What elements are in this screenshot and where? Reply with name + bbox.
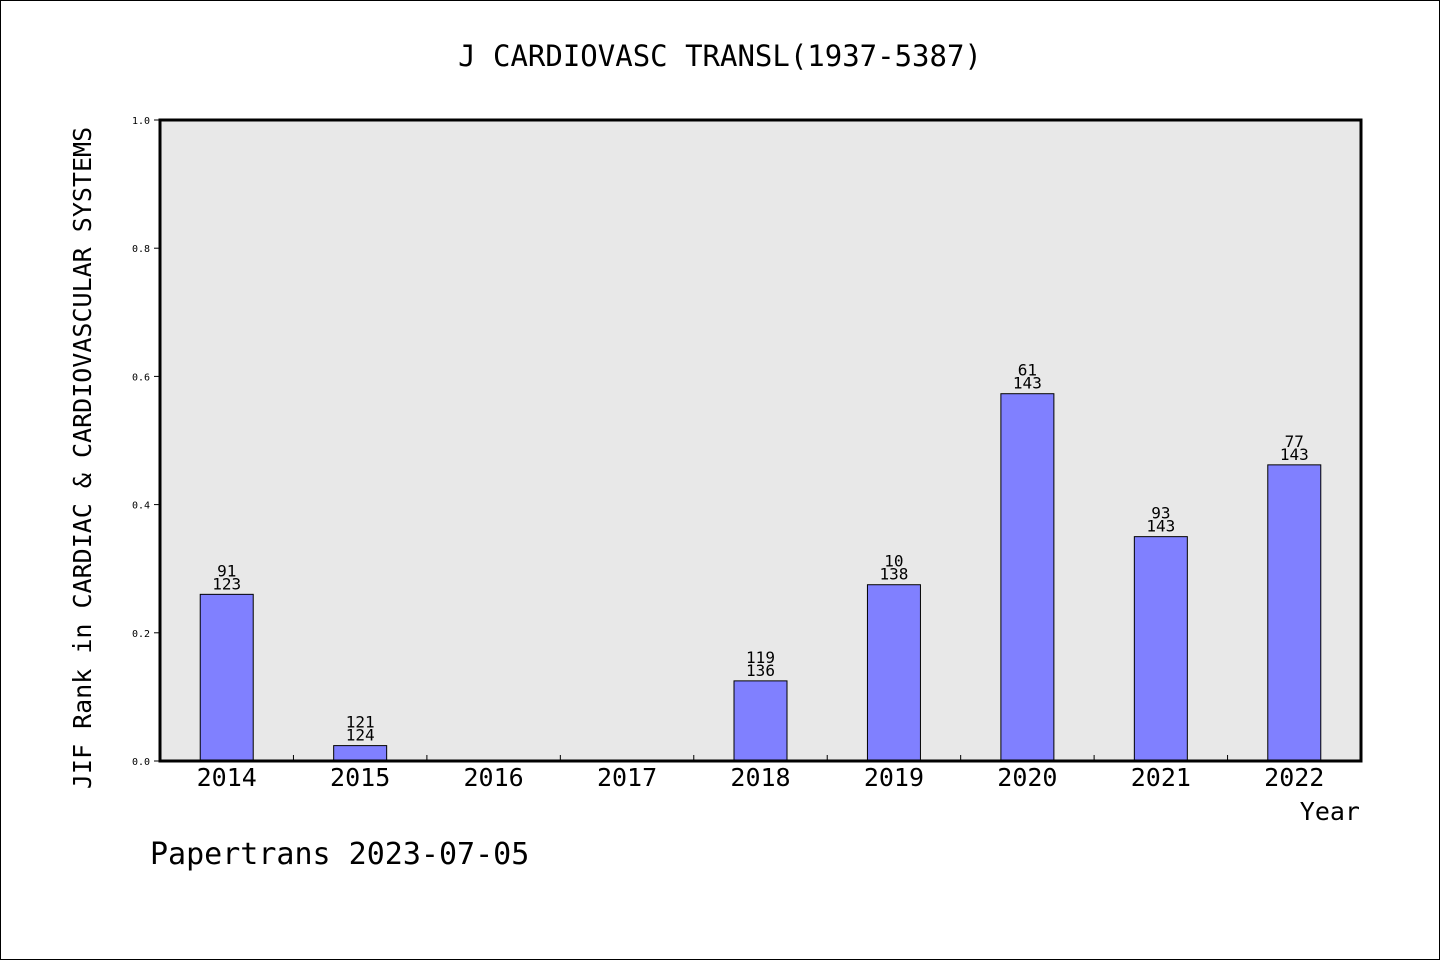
- x-tick-label: 2014: [197, 763, 257, 792]
- bar-2020: [1000, 393, 1055, 762]
- x-axis-label: Year: [1300, 797, 1360, 826]
- bar-label-total: 136: [746, 661, 775, 680]
- x-tick-label: 2016: [464, 763, 524, 792]
- bar-label-total: 143: [1280, 445, 1309, 464]
- y-axis-ticks: 0.0 0.2 0.4 0.6 0.8 1.0: [132, 116, 160, 768]
- bar-label-total: 124: [346, 726, 375, 745]
- bar-label-total: 123: [212, 574, 241, 593]
- y-axis-label: JIF Rank in CARDIAC & CARDIOVASCULAR SYS…: [68, 127, 97, 789]
- bars-group: [199, 393, 1322, 762]
- x-tick-label: 2022: [1264, 763, 1324, 792]
- y-tick-label: 1.0: [132, 116, 150, 127]
- bar-2019: [866, 584, 921, 762]
- bar-label-total: 143: [1146, 517, 1175, 536]
- x-tick-label: 2018: [730, 763, 790, 792]
- y-tick-label: 0.6: [132, 372, 150, 383]
- x-tick-label: 2021: [1131, 763, 1191, 792]
- x-tick-label: 2020: [997, 763, 1057, 792]
- x-tick-label: 2015: [330, 763, 390, 792]
- bar-label-rank: 91: [217, 561, 236, 580]
- bar-label-rank: 121: [346, 713, 375, 732]
- footer-watermark: Papertrans 2023-07-05: [150, 837, 529, 872]
- plot-border: [158, 118, 1363, 763]
- bar-2018: [733, 680, 788, 762]
- y-tick-label: 0.8: [132, 244, 150, 255]
- bar-2015: [333, 745, 388, 762]
- bar-label-rank: 119: [746, 648, 775, 667]
- x-tick-label: 2019: [864, 763, 924, 792]
- bar-label-rank: 77: [1285, 432, 1304, 451]
- x-tick-label: 2017: [597, 763, 657, 792]
- bar-2014: [199, 593, 254, 762]
- bar-label-rank: 10: [884, 552, 903, 571]
- y-tick-label: 0.4: [132, 501, 150, 512]
- x-axis-ticks: 2014 2015 2016 2017 2018 2019 2020 2021 2022: [197, 755, 1324, 792]
- chart-title: J CARDIOVASC TRANSL(1937-5387): [458, 39, 982, 73]
- bar-2022: [1267, 464, 1322, 762]
- bar-2021: [1133, 536, 1188, 762]
- bar-label-rank: 61: [1018, 361, 1037, 380]
- bar-label-rank: 93: [1151, 504, 1170, 523]
- bar-label-total: 138: [879, 565, 908, 584]
- bar-label-total: 143: [1013, 374, 1042, 393]
- y-tick-label: 0.0: [132, 757, 150, 768]
- y-tick-label: 0.2: [132, 629, 150, 640]
